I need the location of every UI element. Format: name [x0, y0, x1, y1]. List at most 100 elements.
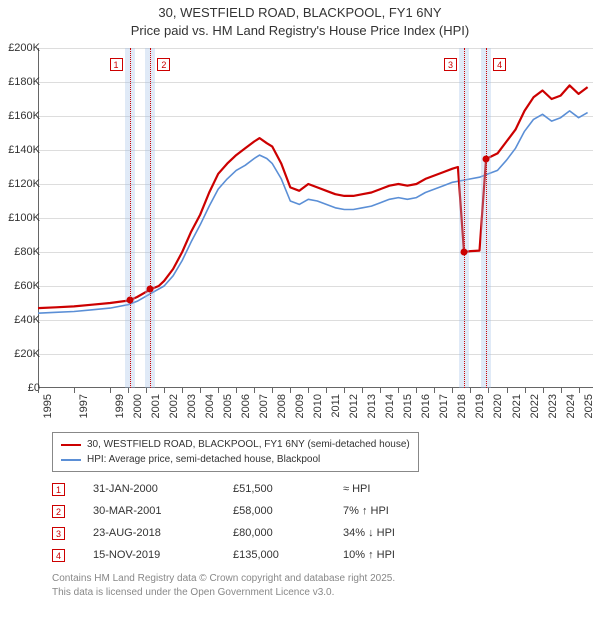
event-number-box: 1 [110, 58, 123, 71]
x-tick-mark [470, 388, 471, 393]
legend: 30, WESTFIELD ROAD, BLACKPOOL, FY1 6NY (… [52, 432, 419, 472]
table-row: 3 23-AUG-2018 £80,000 34% ↓ HPI [52, 522, 443, 544]
tx-note: ≈ HPI [343, 483, 443, 495]
legend-item-hpi: HPI: Average price, semi-detached house,… [61, 452, 410, 467]
tx-price: £80,000 [233, 527, 343, 539]
x-tick-mark [434, 388, 435, 393]
x-tick-mark [38, 388, 39, 393]
x-tick-label: 2021 [511, 394, 523, 418]
gridline [39, 354, 593, 355]
y-tick-label: £140K [8, 144, 40, 156]
y-tick-label: £40K [14, 314, 40, 326]
x-tick-label: 2002 [168, 394, 180, 418]
event-number-box: 2 [157, 58, 170, 71]
gridline [39, 116, 593, 117]
x-tick-mark [218, 388, 219, 393]
gridline [39, 48, 593, 49]
tx-date: 30-MAR-2001 [93, 505, 233, 517]
x-tick-label: 1995 [42, 394, 54, 418]
x-tick-mark [236, 388, 237, 393]
table-row: 4 15-NOV-2019 £135,000 10% ↑ HPI [52, 544, 443, 566]
x-tick-mark [200, 388, 201, 393]
x-tick-mark [344, 388, 345, 393]
tx-number-box: 3 [52, 527, 65, 540]
tx-number-box: 4 [52, 549, 65, 562]
x-tick-mark [308, 388, 309, 393]
y-tick-label: £200K [8, 42, 40, 54]
x-tick-mark [110, 388, 111, 393]
chart-title: 30, WESTFIELD ROAD, BLACKPOOL, FY1 6NY P… [0, 0, 600, 39]
tx-number-box: 2 [52, 505, 65, 518]
x-tick-label: 2014 [384, 394, 396, 418]
x-tick-label: 2008 [276, 394, 288, 418]
x-tick-label: 2012 [348, 394, 360, 418]
gridline [39, 184, 593, 185]
gridline [39, 82, 593, 83]
x-tick-label: 2022 [529, 394, 541, 418]
legend-item-property: 30, WESTFIELD ROAD, BLACKPOOL, FY1 6NY (… [61, 437, 410, 452]
x-tick-label: 2024 [565, 394, 577, 418]
x-tick-mark [452, 388, 453, 393]
x-tick-label: 2003 [186, 394, 198, 418]
chart-container: 30, WESTFIELD ROAD, BLACKPOOL, FY1 6NY P… [0, 0, 600, 620]
x-tick-label: 2013 [366, 394, 378, 418]
event-line [130, 48, 131, 388]
x-tick-label: 2020 [492, 394, 504, 418]
x-tick-label: 2018 [456, 394, 468, 418]
tx-price: £135,000 [233, 549, 343, 561]
gridline [39, 286, 593, 287]
tx-price: £51,500 [233, 483, 343, 495]
x-tick-label: 2006 [240, 394, 252, 418]
x-tick-mark [543, 388, 544, 393]
x-tick-label: 2000 [132, 394, 144, 418]
x-tick-mark [254, 388, 255, 393]
x-tick-mark [362, 388, 363, 393]
x-tick-mark [272, 388, 273, 393]
x-tick-mark [164, 388, 165, 393]
x-tick-label: 2019 [474, 394, 486, 418]
event-line [150, 48, 151, 388]
event-marker-dot [460, 249, 467, 256]
x-tick-mark [398, 388, 399, 393]
x-tick-label: 1999 [114, 394, 126, 418]
tx-note: 10% ↑ HPI [343, 549, 443, 561]
gridline [39, 150, 593, 151]
title-line-2: Price paid vs. HM Land Registry's House … [0, 22, 600, 40]
x-tick-label: 2009 [294, 394, 306, 418]
footer-line-2: This data is licensed under the Open Gov… [52, 586, 395, 600]
transaction-table: 1 31-JAN-2000 £51,500 ≈ HPI 2 30-MAR-200… [52, 478, 443, 566]
table-row: 2 30-MAR-2001 £58,000 7% ↑ HPI [52, 500, 443, 522]
x-tick-mark [326, 388, 327, 393]
x-tick-mark [290, 388, 291, 393]
y-tick-label: £180K [8, 76, 40, 88]
x-tick-mark [146, 388, 147, 393]
x-tick-label: 2005 [222, 394, 234, 418]
x-tick-label: 2004 [204, 394, 216, 418]
tx-note: 7% ↑ HPI [343, 505, 443, 517]
x-tick-label: 2025 [583, 394, 595, 418]
legend-swatch-property [61, 444, 81, 446]
event-marker-dot [147, 286, 154, 293]
x-tick-mark [525, 388, 526, 393]
tx-note: 34% ↓ HPI [343, 527, 443, 539]
event-line [464, 48, 465, 388]
event-number-box: 4 [493, 58, 506, 71]
x-tick-label: 1997 [78, 394, 90, 418]
footer-attribution: Contains HM Land Registry data © Crown c… [52, 572, 395, 599]
x-tick-label: 2017 [438, 394, 450, 418]
y-tick-label: £20K [14, 348, 40, 360]
event-number-box: 3 [444, 58, 457, 71]
gridline [39, 252, 593, 253]
x-tick-mark [507, 388, 508, 393]
gridline [39, 218, 593, 219]
plot-area [38, 48, 593, 388]
y-tick-label: £80K [14, 246, 40, 258]
legend-label-property: 30, WESTFIELD ROAD, BLACKPOOL, FY1 6NY (… [87, 439, 410, 450]
y-tick-label: £120K [8, 178, 40, 190]
x-tick-label: 2023 [547, 394, 559, 418]
gridline [39, 320, 593, 321]
table-row: 1 31-JAN-2000 £51,500 ≈ HPI [52, 478, 443, 500]
y-tick-label: £160K [8, 110, 40, 122]
footer-line-1: Contains HM Land Registry data © Crown c… [52, 572, 395, 586]
x-tick-mark [488, 388, 489, 393]
